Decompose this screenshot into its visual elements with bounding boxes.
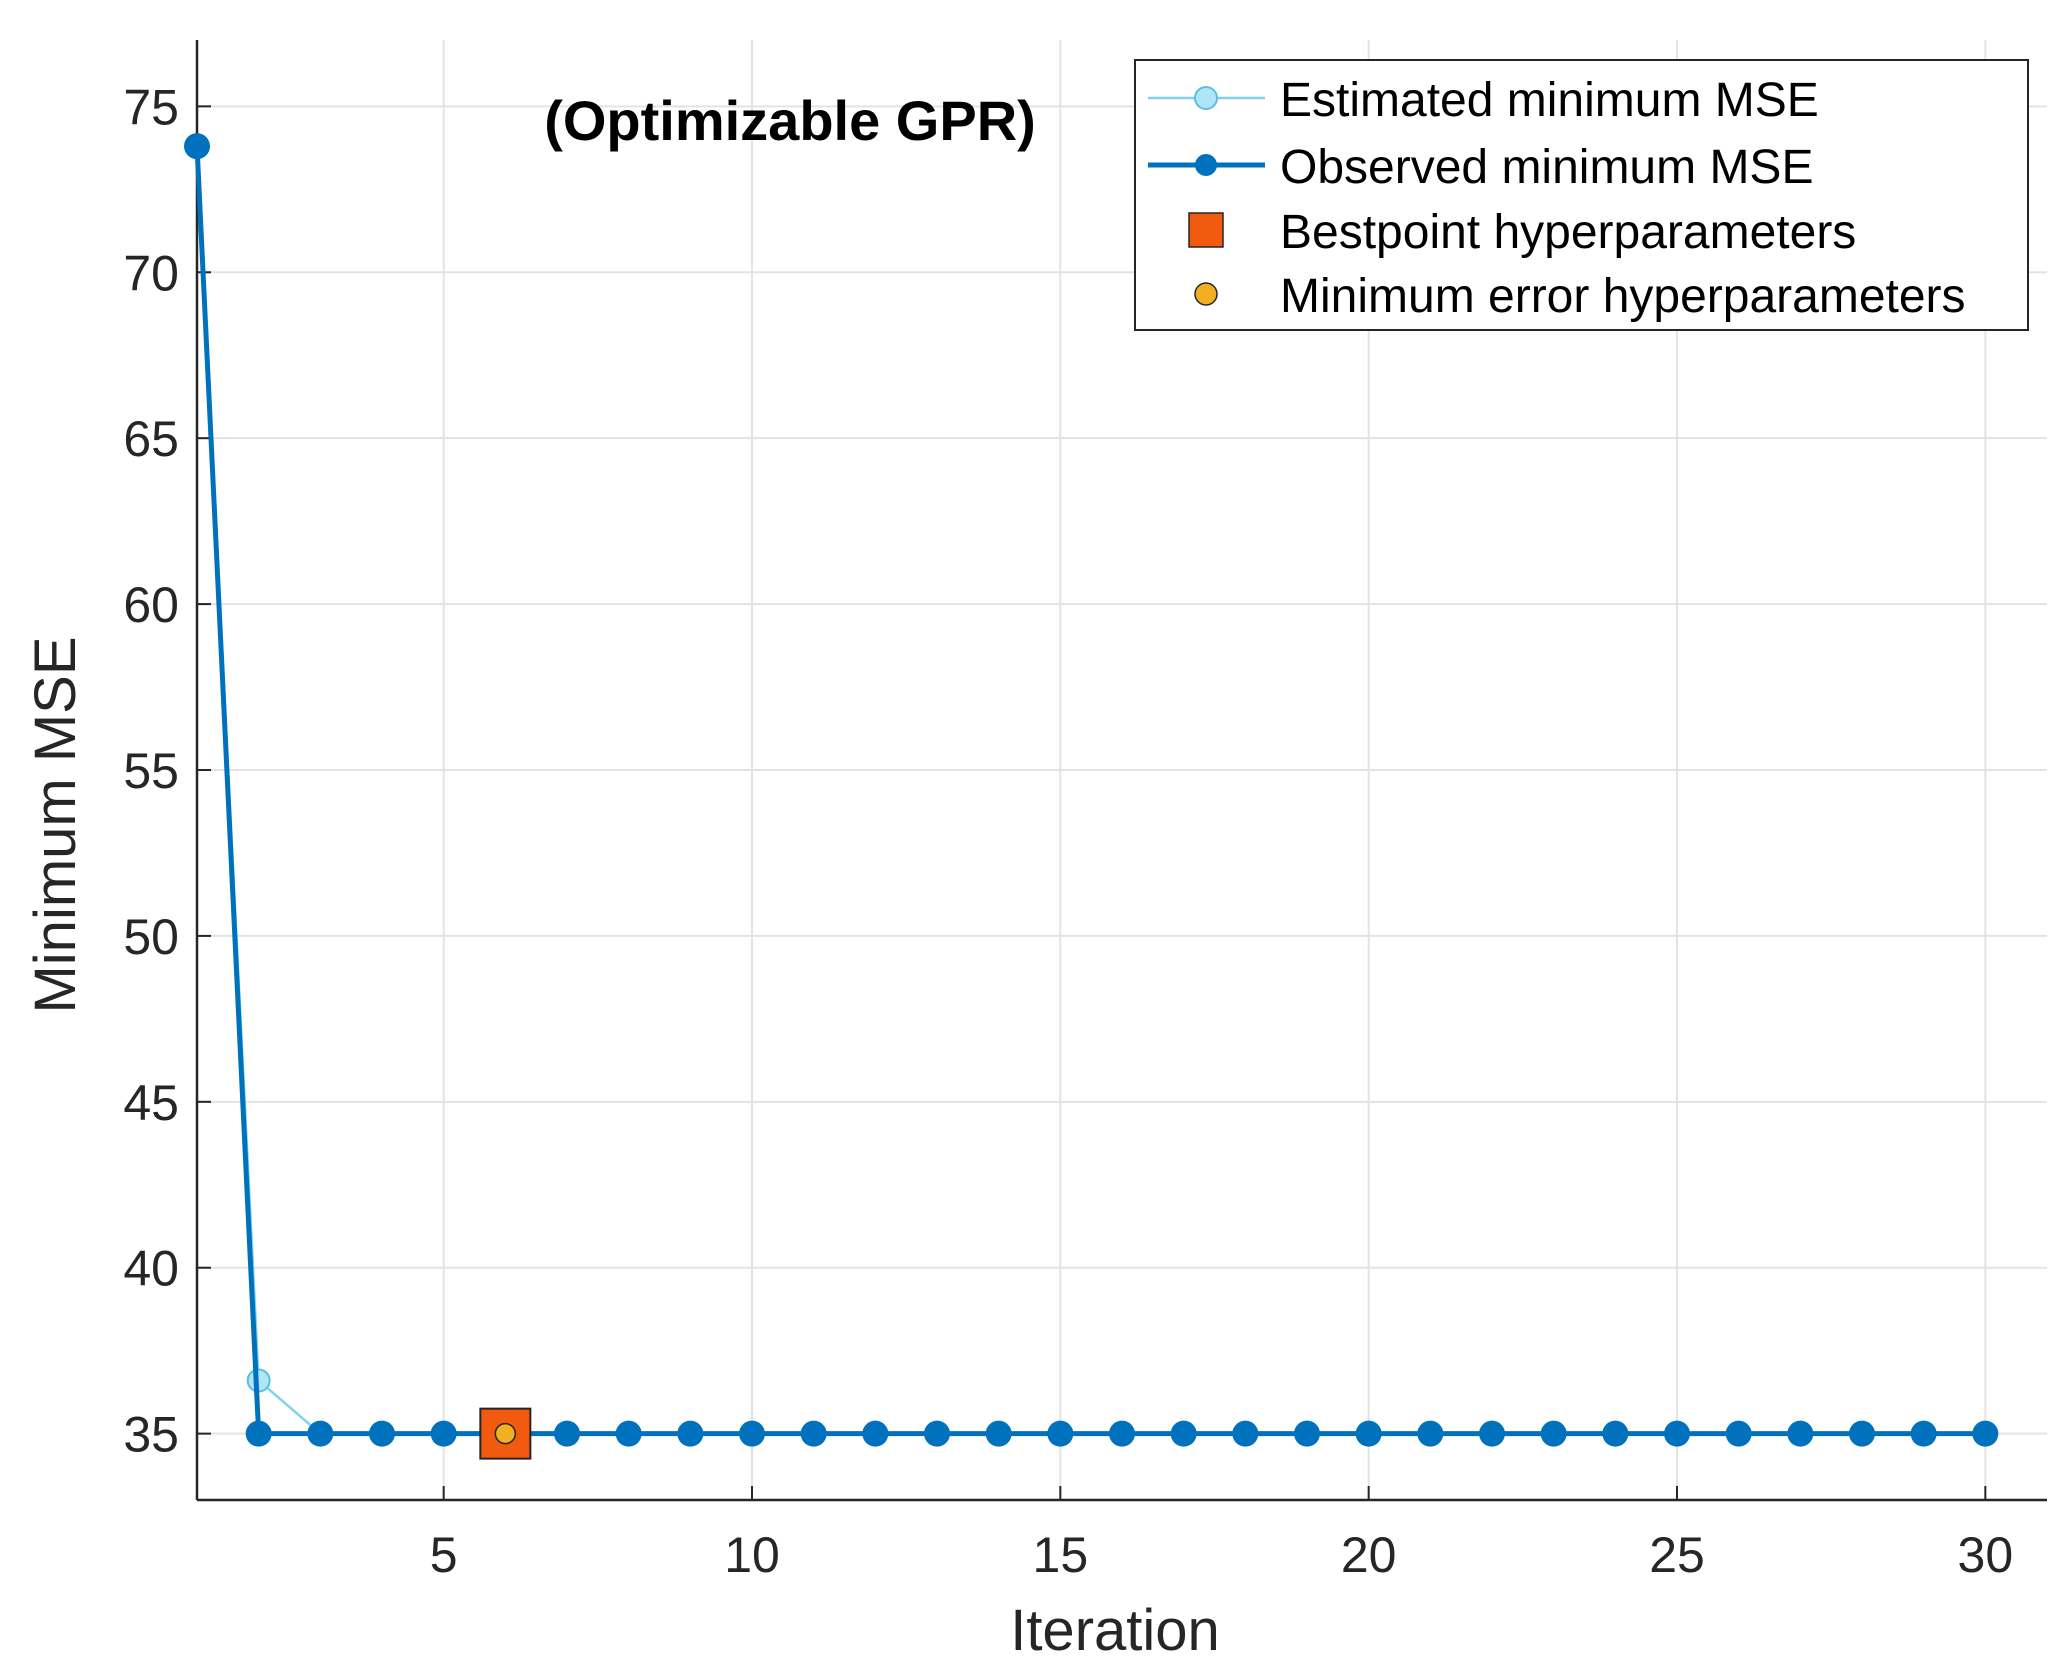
x-ticks: 5 10 15 20 25 30 (430, 1486, 2013, 1583)
x-tick-label: 15 (1033, 1527, 1089, 1583)
marker-layer (479, 1407, 532, 1460)
legend-label-estimated: Estimated minimum MSE (1280, 74, 1819, 127)
point-observed (739, 1420, 765, 1447)
point-observed (924, 1420, 950, 1447)
point-observed (1047, 1420, 1074, 1447)
point-observed (307, 1420, 334, 1447)
x-tick-label: 30 (1958, 1527, 2014, 1583)
legend-label-observed: Observed minimum MSE (1280, 141, 1813, 194)
point-observed (1787, 1420, 1814, 1447)
point-observed (1109, 1420, 1135, 1447)
legend: Estimated minimum MSE Observed minimum M… (1134, 59, 2029, 331)
point-observed (430, 1420, 457, 1447)
x-tick-label: 10 (724, 1527, 780, 1583)
point-observed (800, 1420, 827, 1447)
x-tick-label: 20 (1341, 1527, 1397, 1583)
marker-minimum-error (494, 1422, 517, 1445)
point-observed (554, 1420, 580, 1447)
point-observed (862, 1420, 889, 1447)
point-observed (1355, 1420, 1382, 1447)
y-tick-label: 45 (123, 1075, 179, 1131)
y-tick-label: 50 (123, 909, 179, 965)
legend-icon-bestpoint (1188, 212, 1224, 248)
y-tick-label: 40 (123, 1241, 179, 1297)
y-tick-label: 70 (123, 245, 179, 301)
point-observed (1664, 1420, 1690, 1447)
point-observed (1972, 1420, 1999, 1447)
point-observed (1540, 1420, 1567, 1447)
point-observed (1232, 1420, 1259, 1447)
point-observed (184, 133, 210, 160)
legend-icon-estimated (1148, 86, 1265, 110)
legend-icon-minimum-error (1194, 282, 1218, 306)
point-observed (1910, 1420, 1937, 1447)
y-axis-label: Minimum MSE (23, 636, 88, 1013)
x-tick-label: 5 (430, 1527, 458, 1583)
y-tick-label: 75 (123, 79, 179, 135)
point-observed (985, 1420, 1012, 1447)
legend-label-bestpoint: Bestpoint hyperparameters (1280, 206, 1856, 259)
chart-title: (Optimizable GPR) (544, 89, 1036, 152)
x-tick-label: 25 (1649, 1527, 1705, 1583)
point-observed (1849, 1420, 1875, 1447)
point-observed (677, 1420, 704, 1447)
point-observed (1170, 1420, 1197, 1447)
point-observed (1602, 1420, 1629, 1447)
point-observed (1294, 1420, 1320, 1447)
point-observed (1417, 1420, 1444, 1447)
legend-icon-observed (1148, 154, 1265, 176)
legend-box (1134, 59, 2029, 331)
y-ticks: 35 40 45 50 55 60 65 70 75 (123, 79, 211, 1463)
legend-label-minimum-error: Minimum error hyperparameters (1280, 270, 1966, 323)
point-observed (1479, 1420, 1505, 1447)
y-tick-label: 65 (123, 411, 179, 467)
point-observed (615, 1420, 642, 1447)
point-observed (1725, 1420, 1752, 1447)
point-observed (369, 1420, 395, 1447)
y-tick-label: 35 (123, 1407, 179, 1463)
x-axis-label: Iteration (1010, 1598, 1220, 1663)
y-tick-label: 60 (123, 577, 179, 633)
point-observed (245, 1420, 272, 1447)
y-tick-label: 55 (123, 743, 179, 799)
